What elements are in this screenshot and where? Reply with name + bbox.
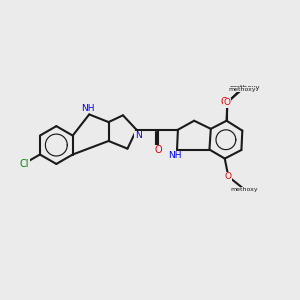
Text: O: O — [221, 97, 229, 107]
Text: methoxy: methoxy — [229, 85, 260, 91]
Text: O: O — [223, 98, 230, 107]
Text: methoxy: methoxy — [229, 87, 256, 92]
Text: methoxy: methoxy — [236, 89, 242, 90]
Text: methoxy: methoxy — [230, 187, 258, 192]
Text: O: O — [225, 172, 232, 181]
Text: O: O — [154, 146, 162, 155]
Text: NH: NH — [168, 152, 182, 160]
Text: N: N — [135, 131, 142, 140]
Text: Cl: Cl — [20, 158, 29, 169]
Text: NH: NH — [81, 103, 94, 112]
Text: methoxy_ch3: methoxy_ch3 — [243, 88, 253, 90]
